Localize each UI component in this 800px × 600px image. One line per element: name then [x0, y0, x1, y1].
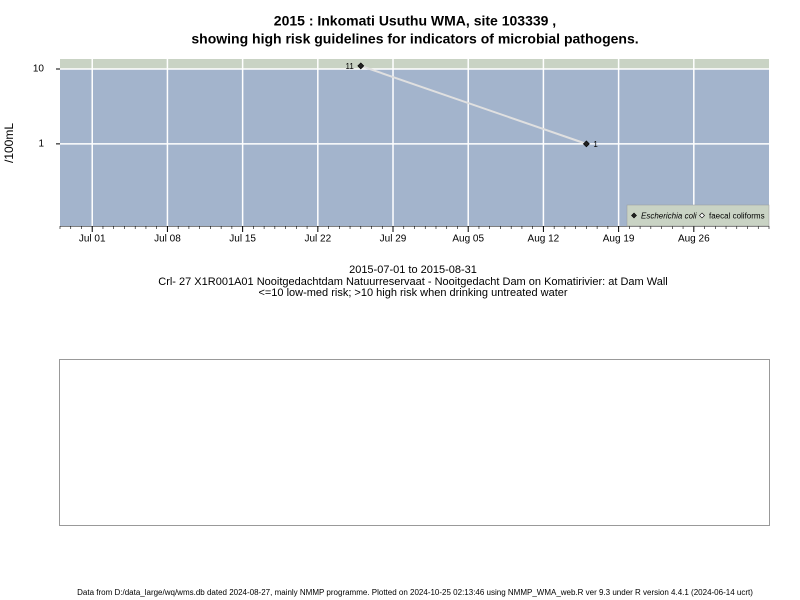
- legend-box: [626, 204, 770, 227]
- empty-panel: [59, 359, 770, 526]
- series-line: [360, 64, 587, 145]
- subtitle: Crl- 27 X1R001A01 Nooitgedachtdam Natuur…: [158, 276, 668, 288]
- x-tick-label: Aug 19: [603, 234, 635, 245]
- point: [582, 140, 590, 148]
- y-axis-label: /100mL: [2, 123, 16, 163]
- legend-marker: [631, 212, 637, 219]
- subtitle: 2015-07-01 to 2015-08-31: [349, 264, 477, 276]
- legend-label: faecal coliforms: [709, 212, 765, 221]
- x-tick-label: Jul 22: [304, 234, 331, 245]
- high-risk-band: [60, 59, 769, 69]
- plot-background: [60, 59, 769, 226]
- x-tick-label: Jul 08: [154, 234, 181, 245]
- x-tick-label: Jul 15: [229, 234, 256, 245]
- x-tick-label: Aug 26: [678, 234, 710, 245]
- chart-title: showing high risk guidelines for indicat…: [191, 31, 638, 47]
- x-tick-label: Jul 01: [79, 234, 106, 245]
- data-label: 1: [593, 140, 598, 149]
- subtitle: <=10 low-med risk; >10 high risk when dr…: [258, 287, 567, 299]
- y-tick-label: 10: [33, 64, 45, 75]
- point: [357, 62, 365, 70]
- data-label: 11: [345, 62, 354, 71]
- x-tick-label: Aug 12: [528, 234, 560, 245]
- y-tick-label: 1: [38, 139, 44, 150]
- legend-label: Escherichia coli: [641, 212, 697, 221]
- chart-title: 2015 : Inkomati Usuthu WMA, site 103339 …: [274, 13, 556, 29]
- footer: Data from D:/data_large/wq/wms.db dated …: [77, 588, 753, 597]
- x-tick-label: Jul 29: [380, 234, 407, 245]
- x-tick-label: Aug 05: [452, 234, 484, 245]
- legend-marker: [699, 212, 705, 219]
